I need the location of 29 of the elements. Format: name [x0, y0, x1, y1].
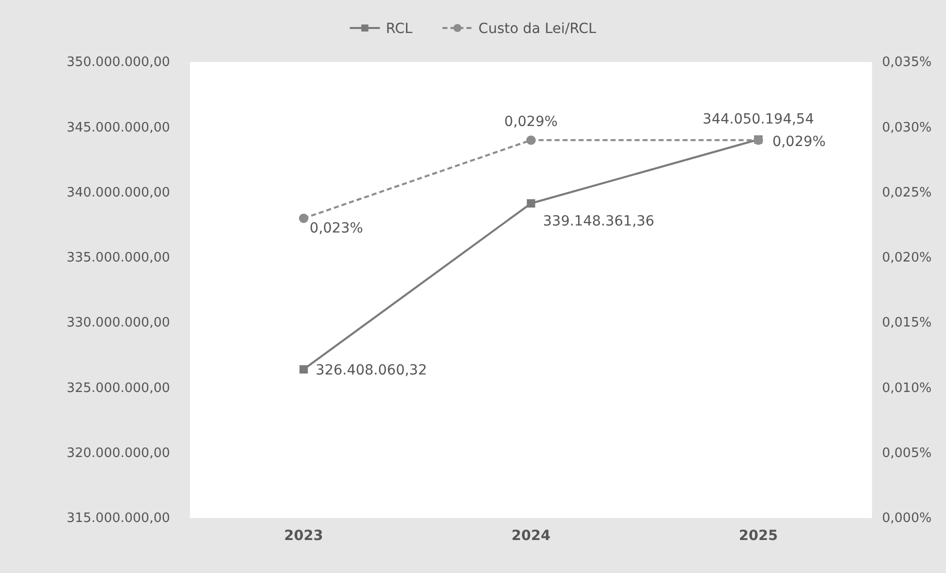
y2-tick-label: 0,025%: [882, 185, 932, 200]
x-tick-label: 2023: [284, 528, 324, 544]
legend-label: RCL: [386, 21, 413, 37]
y2-tick-label: 0,005%: [882, 446, 932, 462]
data-label: 344.050.194,54: [702, 112, 814, 128]
y-tick-label: 320.000.000,00: [66, 446, 170, 462]
y-tick-label: 345.000.000,00: [66, 120, 170, 136]
data-label: 0,023%: [310, 220, 364, 236]
y2-tick-label: 0,015%: [882, 316, 932, 331]
y-tick-label: 350.000.000,00: [66, 55, 170, 70]
point: [299, 365, 308, 374]
x-tick-label: 2025: [738, 528, 778, 544]
legend-label: Custo da Lei/RCL: [478, 21, 596, 37]
x-tick-label: 2024: [512, 528, 551, 544]
y2-tick-label: 0,020%: [882, 250, 932, 266]
data-label: 0,029%: [772, 134, 826, 150]
y2-tick-label: 0,035%: [882, 55, 932, 70]
y-tick-label: 340.000.000,00: [66, 185, 170, 200]
y-tick-label: 325.000.000,00: [66, 380, 170, 396]
y-tick-label: 330.000.000,00: [66, 316, 170, 331]
point: [526, 199, 536, 208]
y-tick-label: 315.000.000,00: [66, 511, 170, 526]
data-label: 326.408.060,32: [316, 362, 428, 378]
y-tick-label: 335.000.000,00: [66, 250, 170, 266]
y2-tick-label: 0,030%: [882, 120, 932, 136]
y2-tick-label: 0,000%: [882, 511, 932, 526]
data-label: 339.148.361,36: [543, 213, 654, 230]
data-label: 0,029%: [504, 114, 558, 130]
y2-tick-label: 0,010%: [882, 380, 932, 396]
